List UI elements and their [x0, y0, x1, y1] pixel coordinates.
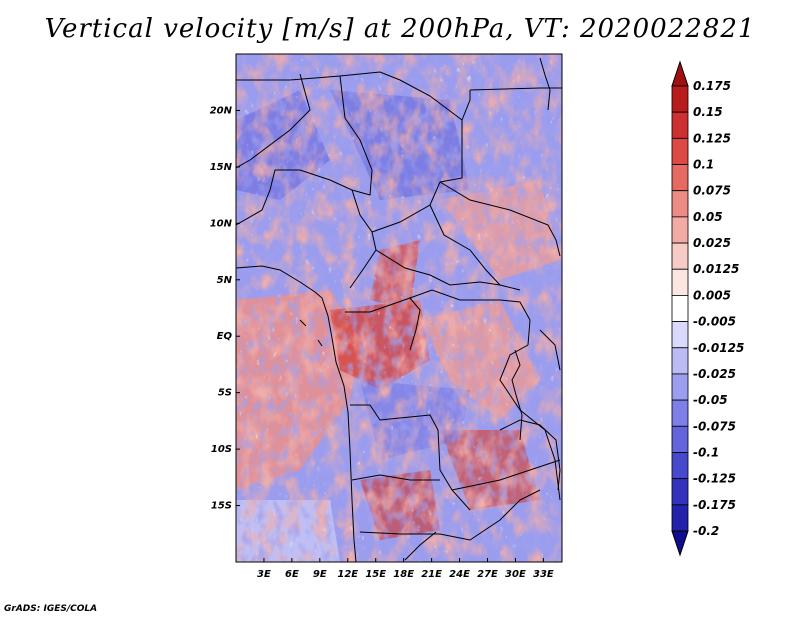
colorbar-segment: [671, 111, 689, 139]
plot-frame: [235, 53, 563, 563]
colorbar-label: -0.075: [693, 419, 736, 433]
colorbar-label: 0.075: [693, 184, 731, 198]
colorbar-segment: [671, 85, 689, 113]
y-tick-label: 20N: [210, 105, 233, 116]
colorbar: 0.175 0.15 0.125 0.1 0.075 0.05 0.025 0.0125 0.0…: [671, 60, 744, 557]
colorbar-segment: [671, 504, 689, 532]
y-tick-label: EQ: [217, 331, 233, 342]
x-tick-label: 9E: [313, 569, 327, 580]
colorbar-segment: [671, 347, 689, 375]
x-tick-label: 33E: [533, 569, 554, 580]
colorbar-segment: [671, 268, 689, 296]
colorbar-label: 0.0125: [693, 262, 739, 276]
colorbar-label: 0.175: [693, 79, 731, 93]
colorbar-label: 0.125: [693, 131, 731, 145]
y-tick-label: 10N: [210, 218, 233, 229]
colorbar-segment: [671, 452, 689, 480]
colorbar-label: -0.05: [693, 393, 728, 407]
colorbar-segment: [671, 242, 689, 270]
map-borders: [236, 57, 562, 562]
colorbar-segment: [671, 321, 689, 349]
colorbar-segment: [671, 295, 689, 322]
colorbar-label: 0.1: [693, 158, 714, 172]
x-tick-label: 21E: [421, 569, 442, 580]
x-tick-label: 12E: [337, 569, 358, 580]
x-axis: 3E 6E 9E 12E 15E 18E 21E 24E 27E 30E 33E: [257, 558, 554, 580]
colorbar-label: -0.175: [693, 498, 736, 512]
colorbar-label: -0.025: [693, 367, 736, 381]
y-tick-label: 15N: [210, 162, 233, 173]
colorbar-label: 0.025: [693, 236, 731, 250]
colorbar-segment: [671, 399, 689, 427]
colorbar-label: -0.0125: [693, 341, 744, 355]
colorbar-bottom-arrow: [671, 530, 689, 557]
colorbar-segment: [671, 216, 689, 244]
colorbar-label: -0.125: [693, 472, 736, 486]
chart-title: Vertical velocity [m/s] at 200hPa, VT: 2…: [44, 14, 756, 44]
colorbar-label: -0.2: [693, 524, 719, 538]
x-tick-label: 15E: [365, 569, 386, 580]
x-tick-label: 27E: [477, 569, 498, 580]
y-tick-label: 5S: [218, 388, 232, 399]
colorbar-segment: [671, 425, 689, 453]
colorbar-top-arrow: [671, 60, 689, 87]
colorbar-label: -0.1: [693, 445, 719, 459]
grads-credit: GrADS: IGES/COLA: [4, 604, 98, 614]
x-tick-label: 30E: [505, 569, 526, 580]
x-tick-label: 3E: [257, 569, 271, 580]
y-axis: 20N 15N 10N 5N EQ 5S 10S 15S: [210, 105, 240, 512]
velocity-field: [236, 54, 562, 562]
colorbar-segment: [671, 373, 689, 401]
colorbar-segment: [671, 164, 689, 192]
colorbar-label: 0.005: [693, 288, 731, 302]
colorbar-segment: [671, 478, 689, 506]
colorbar-segment: [671, 137, 689, 165]
y-tick-label: 10S: [211, 444, 232, 455]
x-tick-label: 18E: [393, 569, 414, 580]
y-tick-label: 5N: [217, 275, 233, 286]
x-tick-label: 24E: [449, 569, 470, 580]
colorbar-label: 0.15: [693, 105, 723, 119]
y-tick-label: 15S: [211, 501, 232, 512]
colorbar-label: -0.005: [693, 315, 736, 329]
colorbar-label: 0.05: [693, 210, 723, 224]
colorbar-segment: [671, 190, 689, 218]
x-tick-label: 6E: [285, 569, 299, 580]
